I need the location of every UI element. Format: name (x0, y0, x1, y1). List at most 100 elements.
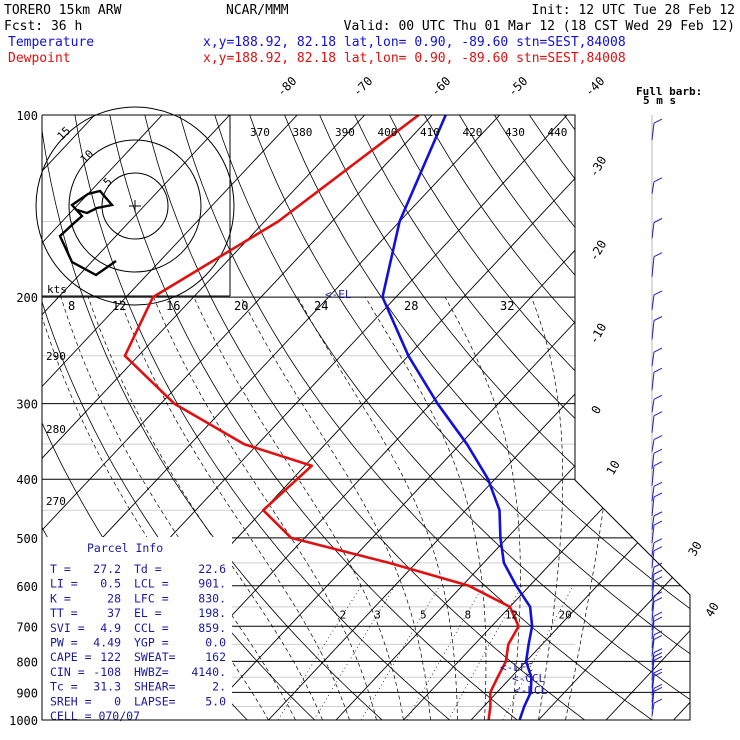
wind-barb-flag-960 (653, 686, 663, 692)
wind-barbs: Full barb:5 m s (636, 85, 702, 720)
location-line-temp: x,y=188.92, 82.18 lat,lon= 0.90, -89.60 … (203, 35, 626, 50)
isotherm-label--30: -30 (586, 154, 609, 180)
wind-barb-485 (651, 515, 655, 530)
wind-barb-210 (651, 294, 655, 311)
parcel-row-1-3: 901. (198, 577, 226, 591)
barb-header: Full barb: (636, 85, 702, 98)
wind-barb-flag-410 (653, 461, 663, 467)
isotherm-label--80: -80 (274, 74, 299, 99)
mixing-ratio-label-2: 2 (340, 608, 347, 621)
hodo-ring-10 (68, 139, 202, 273)
parcel-row-4-1: 4.9 (100, 621, 121, 635)
parcel-title: Parcel Info (87, 541, 163, 555)
pressure-tick-700: 700 (16, 620, 38, 634)
hodo-speed-label-16: 16 (166, 299, 180, 313)
wind-barb-flag-435 (653, 481, 663, 487)
legend-temperature: Temperature (8, 35, 94, 50)
wind-barb-flag-110 (653, 118, 663, 124)
hodo-speed-label-8: 8 (68, 299, 75, 313)
parcel-row-4-2: CCL = (134, 621, 169, 635)
mixing-ratio-20 (502, 585, 574, 720)
isotherm--90 (42, 115, 298, 720)
hodo-speed-label-20: 20 (234, 299, 248, 313)
wind-barb-flag-585 (653, 562, 663, 568)
theta-label-410: 410 (420, 126, 440, 139)
theta-left-label-2: 270 (46, 495, 66, 508)
wind-barb-835 (651, 656, 655, 673)
wind-barb-610 (651, 574, 655, 591)
isotherm--60 (42, 115, 501, 720)
parcel-bg (42, 537, 232, 720)
moist-adiabat-22 (364, 296, 487, 720)
dewpoint-line (123, 115, 520, 720)
wind-barb-760 (651, 634, 655, 648)
hodo-ring-label-10: 10 (78, 147, 97, 166)
parcel-row-1-2: LCL = (134, 577, 169, 591)
wind-barb-flag-685 (653, 597, 663, 603)
temperature-line (381, 115, 534, 720)
barb-unit: 5 m s (643, 94, 676, 107)
isotherm-label-40: 40 (702, 600, 721, 620)
level-marker-lfc: <-LFC (500, 661, 533, 674)
parcel-row-7-0: CIN = (50, 665, 85, 679)
moist-adiabat--6 (60, 296, 296, 720)
wind-barb-535 (651, 542, 655, 556)
wind-barb-985 (651, 702, 655, 717)
dry-adiabat-340 (249, 115, 690, 720)
mixing-ratio-label-8: 8 (464, 608, 471, 621)
wind-barb-flag-785 (653, 634, 663, 640)
parcel-row-6-2: SWEAT= (134, 650, 176, 664)
wind-barb-flag-510 (653, 520, 663, 526)
model-title: TORERO 15km ARW (4, 3, 122, 18)
parcel-row-8-1: 31.3 (93, 680, 121, 694)
wind-barb-flag-560 (653, 546, 663, 552)
wind-barb-flag-985 (653, 698, 663, 704)
mixing-ratio-12 (447, 585, 523, 720)
parcel-row-6-0: CAPE = (50, 650, 92, 664)
wind-barb-160 (651, 222, 655, 239)
wind-barb-810 (651, 652, 655, 665)
isotherm-label-30: 30 (685, 539, 704, 559)
wind-barb-flag-385 (653, 448, 663, 454)
isotherm--100 (42, 115, 231, 720)
wind-barb-flag-535 (653, 538, 663, 544)
legend-dewpoint: Dewpoint (8, 51, 71, 66)
parcel-row-3-1: 37 (107, 606, 121, 620)
mixing-ratio-label-20: 20 (559, 608, 572, 621)
dry-adiabat-280 (42, 115, 383, 720)
parcel-row-2-1: 28 (107, 591, 121, 605)
dry-adiabat-440 (598, 115, 690, 720)
hodo-speed-label-32: 32 (500, 299, 514, 313)
wind-barb-560 (651, 550, 655, 568)
wind-barb-flag-460 (653, 492, 663, 498)
init-time: Init: 12 UTC Tue 28 Feb 12 (532, 3, 736, 18)
wind-barb-360 (651, 439, 655, 452)
wind-barb-660 (651, 595, 655, 611)
dry-adiabat-380 (389, 115, 690, 720)
isotherm-label--70: -70 (350, 74, 375, 99)
hodo-speed-label-24: 24 (314, 299, 328, 313)
wind-barb-flag-860 (653, 655, 663, 661)
parcel-row-3-2: EL = (134, 606, 162, 620)
pressure-tick-800: 800 (16, 655, 38, 669)
isotherm-30 (538, 115, 690, 720)
isotherm--10 (268, 115, 690, 720)
pressure-tick-1000: 1000 (9, 714, 38, 728)
hodo-units: kts (47, 283, 67, 296)
wind-barb-310 (651, 399, 655, 413)
hodo-speed-label-28: 28 (404, 299, 418, 313)
wind-barb-135 (651, 181, 655, 194)
wind-barb-flag-185 (653, 252, 663, 258)
parcel-row-5-0: PW = (50, 636, 78, 650)
level-marker-ccl: <-CCL (512, 672, 545, 685)
parcel-row-2-3: 830. (198, 591, 226, 605)
wind-barb-735 (651, 621, 655, 640)
wind-barb-flag-660 (653, 591, 663, 597)
parcel-row-8-3: 2. (212, 680, 226, 694)
theta-label-430: 430 (505, 126, 525, 139)
theta-label-420: 420 (463, 126, 483, 139)
parcel-row-7-2: HWBZ= (134, 665, 169, 679)
wind-barb-710 (651, 615, 655, 631)
location-line-dew: x,y=188.92, 82.18 lat,lon= 0.90, -89.60 … (203, 51, 626, 66)
dry-adiabat-460 (668, 115, 690, 720)
